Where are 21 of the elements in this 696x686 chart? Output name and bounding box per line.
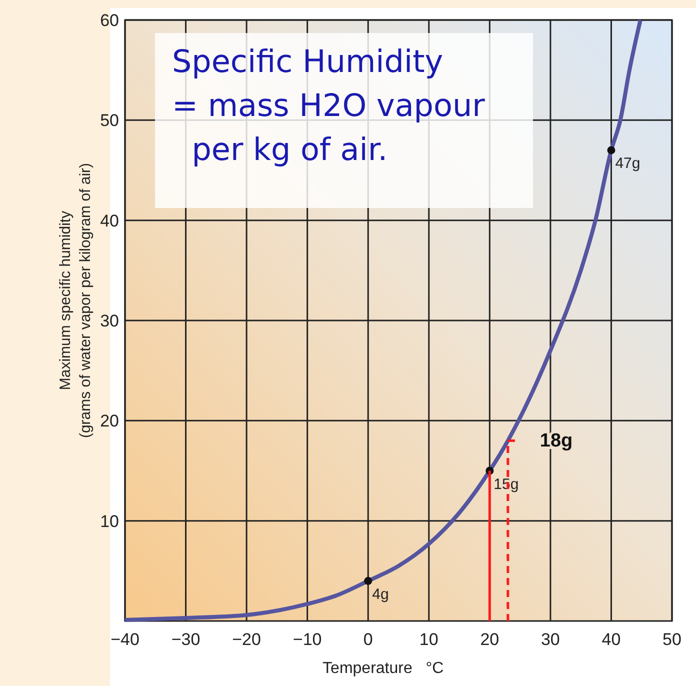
y-tick-label: 60: [100, 11, 119, 30]
x-tick-label: −10: [292, 630, 322, 649]
x-tick-label: 30: [540, 630, 560, 649]
x-tick-label: 10: [419, 630, 438, 649]
y-tick-label: 50: [100, 111, 119, 130]
x-tick-label: −20: [232, 630, 261, 649]
y-axis-title: Maximum specific humidity (grams of water vapor per kilogram of air): [57, 162, 94, 438]
data-label: 4g: [372, 586, 389, 603]
y-tick-label: 40: [100, 211, 119, 230]
x-axis-title: Temperature °C: [322, 660, 444, 677]
y-tick-label: 20: [100, 412, 119, 431]
y-tick-label: 10: [100, 512, 119, 531]
x-tick-label: 20: [480, 630, 500, 649]
y-tick-label: 30: [100, 312, 119, 330]
x-tick-label: 0: [363, 630, 373, 649]
data-label: 47g: [615, 155, 640, 172]
x-tick-label: −40: [110, 630, 140, 649]
annotation: Specific Humidity = mass H2O vapour per kg of air.: [172, 44, 486, 168]
x-tick-label: 50: [662, 630, 682, 649]
x-tick-label: 40: [602, 630, 621, 649]
x-tick-label: −30: [171, 630, 200, 649]
